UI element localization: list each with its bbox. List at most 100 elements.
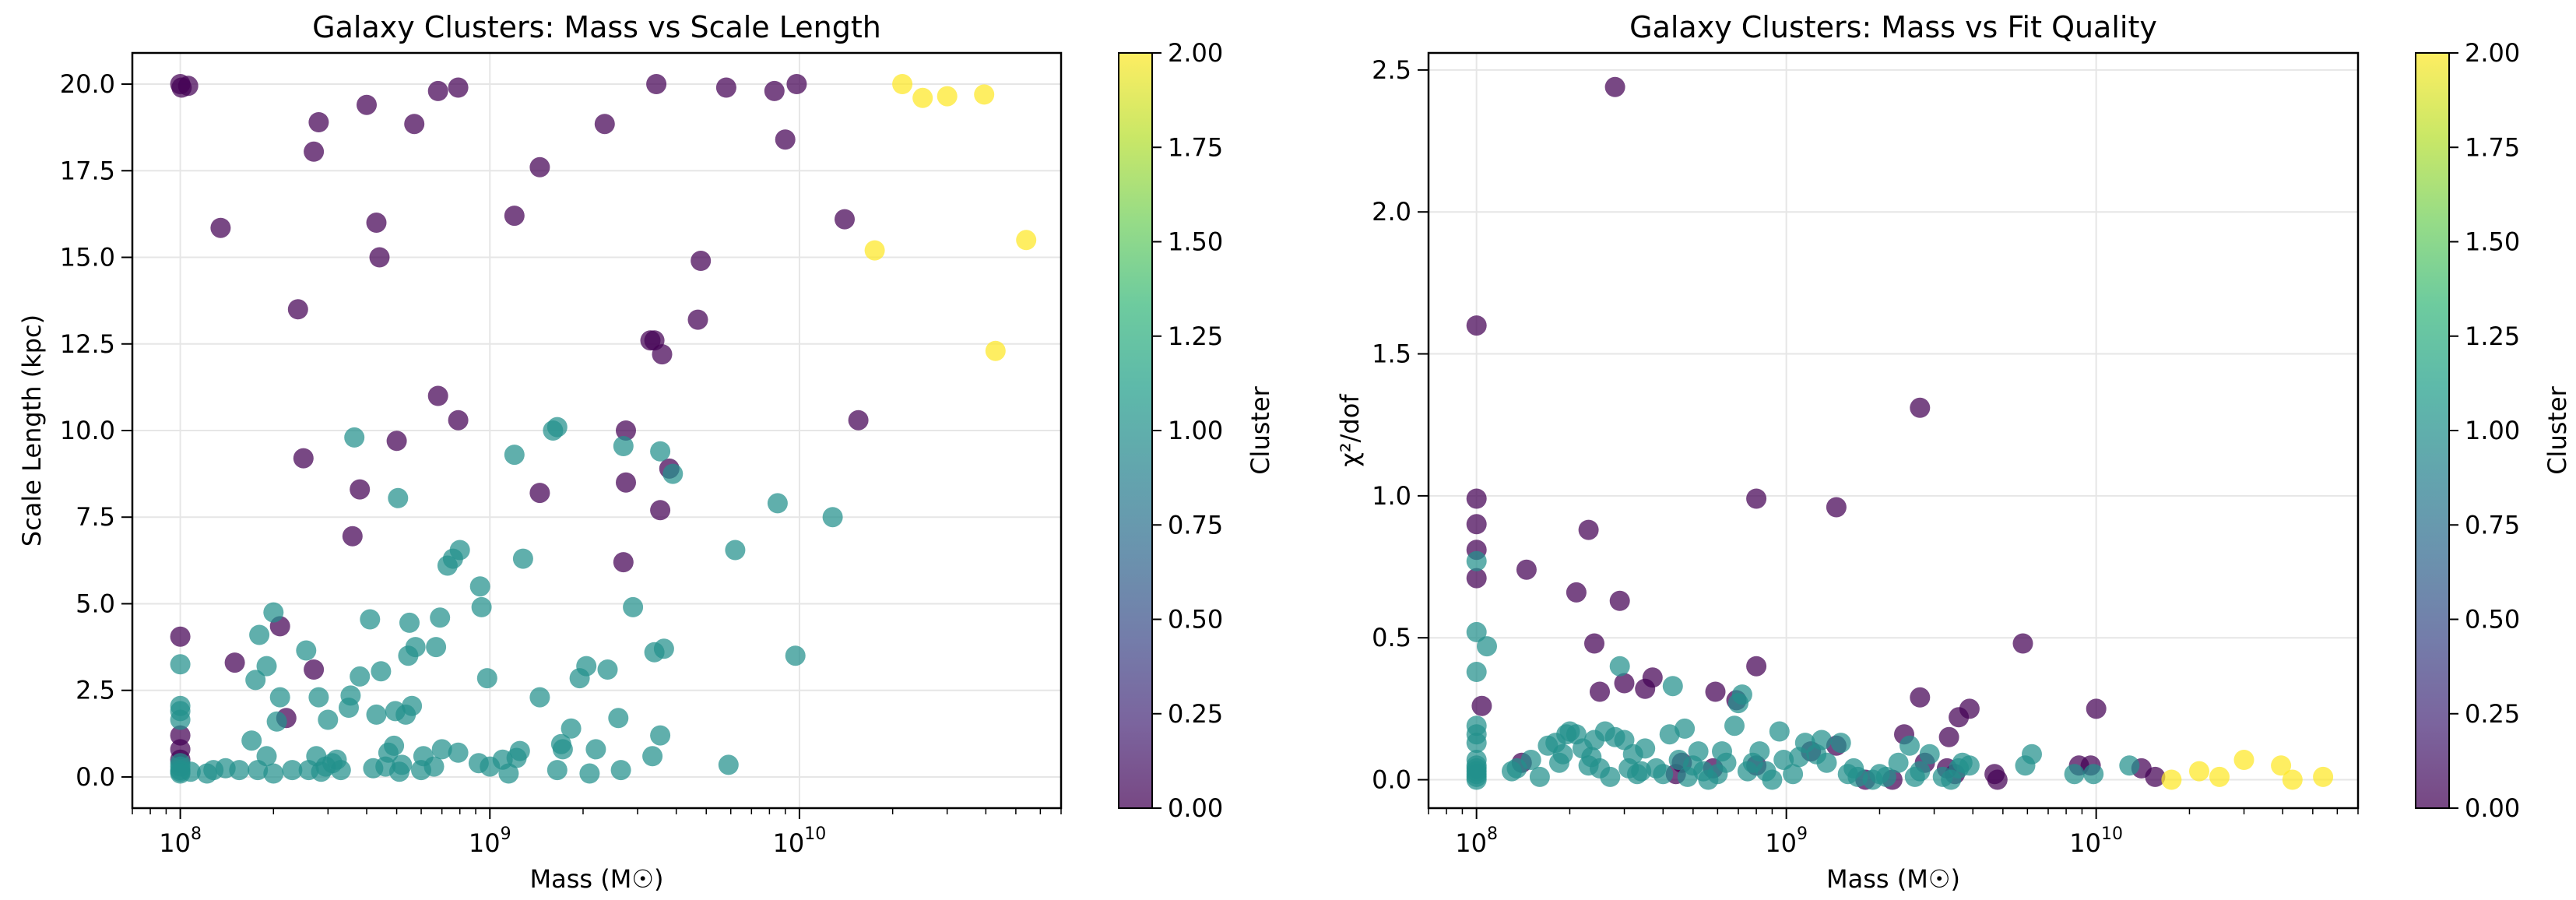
data-point-cluster-1 [449,540,470,561]
data-point-cluster-1 [263,602,284,623]
data-point-cluster-0 [170,626,191,647]
data-point-cluster-0 [1910,397,1931,418]
y-tick-label: 12.5 [60,329,115,359]
y-tick-label: 7.5 [76,502,115,532]
data-point-cluster-1 [610,760,631,781]
colorbar: 0.00 0.25 0.50 0.75 1.00 1.25 1.50 1.75 2.00 Clus… [1118,38,1275,823]
data-point-cluster-1 [430,607,451,628]
data-point-cluster-1 [718,754,739,775]
axes-frame [1427,51,2360,810]
colorbar-tick-label: 0.25 [2465,699,2520,729]
data-point-cluster-1 [1631,761,1652,782]
colorbar-tick-label: 0.75 [2465,510,2520,540]
data-point-cluster-0 [287,299,308,320]
x-axis-label: Mass (M☉) [530,864,664,894]
data-point-cluster-1 [340,685,361,706]
x-tick-exponent: 10 [804,824,826,844]
data-point-cluster-0 [715,77,736,98]
data-point-cluster-1 [318,709,339,730]
data-point-cluster-0 [1635,678,1656,699]
data-point-cluster-1 [330,760,351,781]
data-point-cluster-0 [448,410,469,431]
data-point-cluster-0 [308,112,329,132]
data-point-cluster-0 [1590,681,1610,702]
data-point-cluster-0 [687,309,708,330]
colorbar-tick-label: 1.00 [2465,416,2520,445]
data-point-cluster-1 [1466,733,1487,754]
data-point-cluster-0 [1466,488,1487,509]
data-point-cluster-0 [652,344,673,365]
data-point-cluster-0 [342,526,363,547]
y-axis-label: Scale Length (kpc) [17,315,47,547]
data-point-cluster-2 [2271,755,2292,776]
y-tick-label: 10.0 [60,416,115,445]
data-point-cluster-0 [1516,559,1537,580]
data-point-cluster-1 [529,687,550,708]
data-point-cluster-1 [552,739,573,760]
data-point-cluster-1 [1812,729,1832,751]
data-point-cluster-0 [1949,707,1970,728]
data-point-cluster-1 [1600,766,1621,787]
x-tick-label: 108 [1455,824,1498,858]
data-point-cluster-1 [623,596,644,617]
x-tick-exponent: 8 [1487,824,1498,844]
y-tick-label: 20.0 [60,69,115,99]
data-point-cluster-0 [170,725,191,746]
x-tick-base: 10 [159,828,191,858]
data-point-cluster-0 [1466,315,1487,336]
x-minor-ticks [1428,808,2359,814]
data-point-cluster-1 [229,760,250,781]
x-tick-label: 109 [1765,824,1808,858]
data-point-cluster-1 [1520,750,1541,770]
data-point-cluster-2 [2233,750,2254,770]
data-point-cluster-1 [1529,766,1550,787]
y-tick-label: 2.0 [1372,197,1411,227]
y-tick-label: 5.0 [76,589,115,618]
data-point-cluster-0 [2145,766,2166,787]
data-point-cluster-1 [1466,662,1487,682]
data-point-cluster-1 [360,609,381,630]
y-tick-label: 0.5 [1372,623,1411,652]
data-point-cluster-0 [1566,582,1587,603]
data-point-cluster-1 [1716,752,1737,773]
data-point-cluster-1 [2119,755,2140,776]
x-tick-base: 10 [1765,828,1797,858]
data-point-cluster-0 [2012,633,2033,654]
data-point-cluster-1 [308,687,329,708]
data-point-cluster-0 [1746,488,1767,509]
data-point-cluster-0 [171,77,192,98]
data-point-cluster-1 [1466,769,1487,790]
grid [132,53,1061,808]
data-point-cluster-1 [1675,718,1696,739]
x-tick-label: 1010 [2069,824,2123,858]
data-point-cluster-1 [399,612,420,633]
x-tick-exponent: 9 [1797,824,1808,844]
data-point-cluster-1 [471,596,492,617]
data-point-cluster-0 [304,141,325,162]
data-point-cluster-0 [646,74,667,94]
data-point-cluster-1 [405,637,426,658]
data-point-cluster-0 [650,500,671,521]
data-point-cluster-0 [1466,514,1487,535]
x-tick-label: 109 [469,824,511,858]
y-tick-label: 0.0 [76,762,115,792]
data-point-cluster-1 [366,704,387,725]
data-point-cluster-1 [249,624,270,645]
data-point-cluster-0 [304,659,325,680]
data-point-cluster-1 [1609,656,1630,677]
y-tick-label: 17.5 [60,156,115,185]
colorbar-tick-label: 1.50 [2465,227,2520,257]
data-point-cluster-0 [1705,681,1726,702]
colorbar-tick-label: 0.00 [2465,793,2520,823]
data-point-cluster-0 [1466,568,1487,589]
x-tick-exponent: 9 [501,824,511,844]
data-point-cluster-1 [245,670,266,691]
data-point-cluster-2 [974,84,995,105]
data-point-cluster-0 [691,251,712,271]
data-point-cluster-1 [1769,721,1790,742]
data-point-cluster-0 [1826,497,1847,518]
x-tick-base: 10 [773,828,805,858]
data-point-cluster-0 [504,206,525,227]
data-point-cluster-1 [1830,733,1851,754]
